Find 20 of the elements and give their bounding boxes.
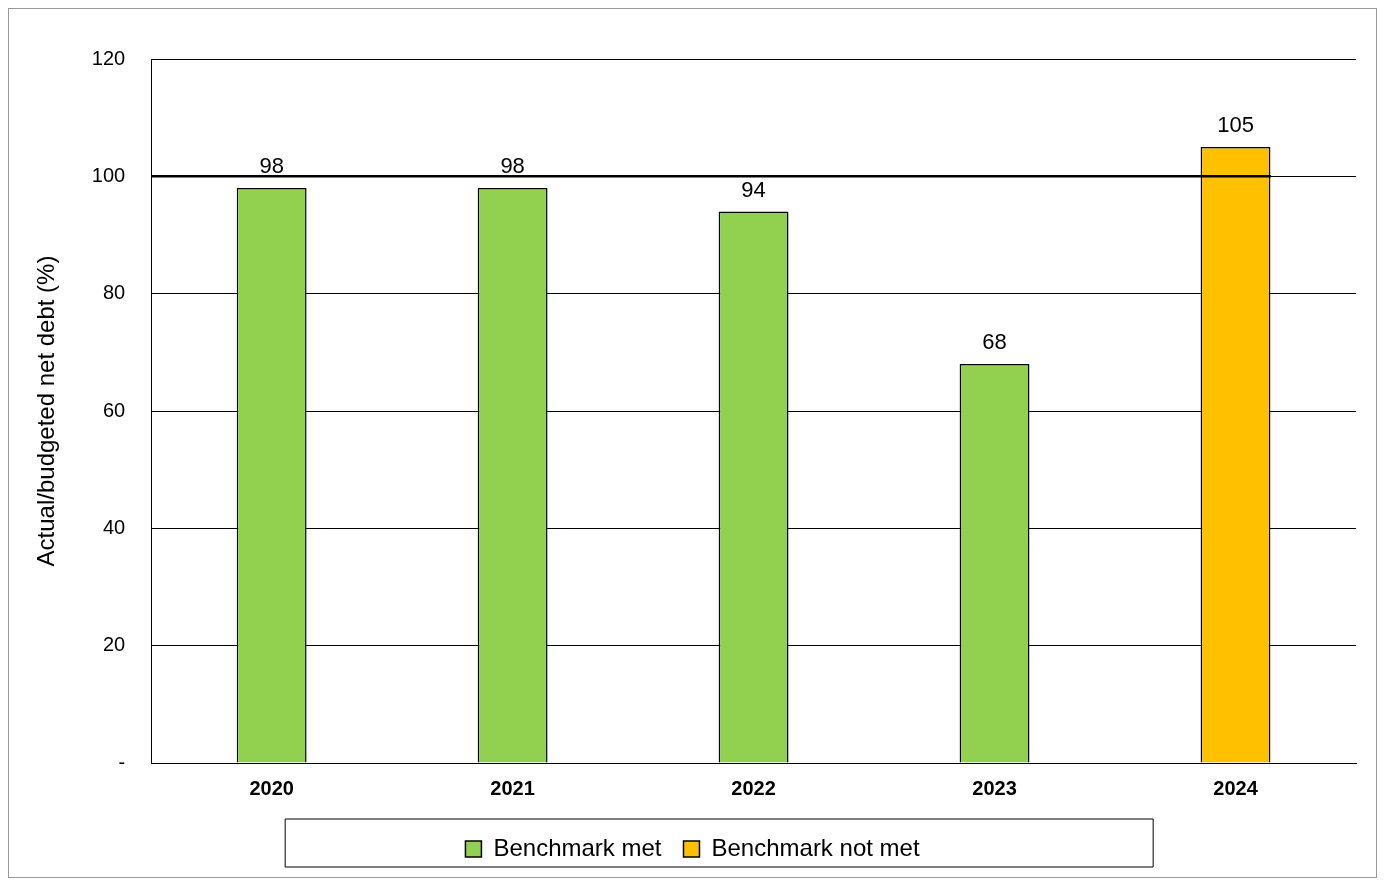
y-tick-label: 20 — [102, 633, 126, 656]
data-label: 94 — [741, 176, 766, 202]
y-axis-title: Actual/budgeted net debt (%) — [32, 255, 60, 567]
data-label: 98 — [500, 153, 525, 179]
y-tick-label: 120 — [91, 46, 126, 69]
y-tick-label: 80 — [102, 281, 126, 304]
y-tick-label: 40 — [102, 515, 126, 538]
y-tick-label: - — [118, 750, 126, 773]
legend-label: Benchmark met — [493, 833, 662, 861]
x-tick-label: 2021 — [490, 776, 535, 799]
data-label: 105 — [1217, 112, 1254, 138]
y-tick-label: 60 — [102, 398, 126, 421]
data-label: 68 — [982, 329, 1007, 355]
x-tick-label: 2020 — [249, 776, 294, 799]
legend-label: Benchmark not met — [711, 833, 920, 861]
data-label: 98 — [259, 153, 284, 179]
x-tick-label: 2022 — [731, 776, 776, 799]
x-tick-label: 2024 — [1213, 776, 1259, 799]
x-tick-label: 2023 — [972, 776, 1017, 799]
y-tick-label: 100 — [91, 163, 126, 186]
